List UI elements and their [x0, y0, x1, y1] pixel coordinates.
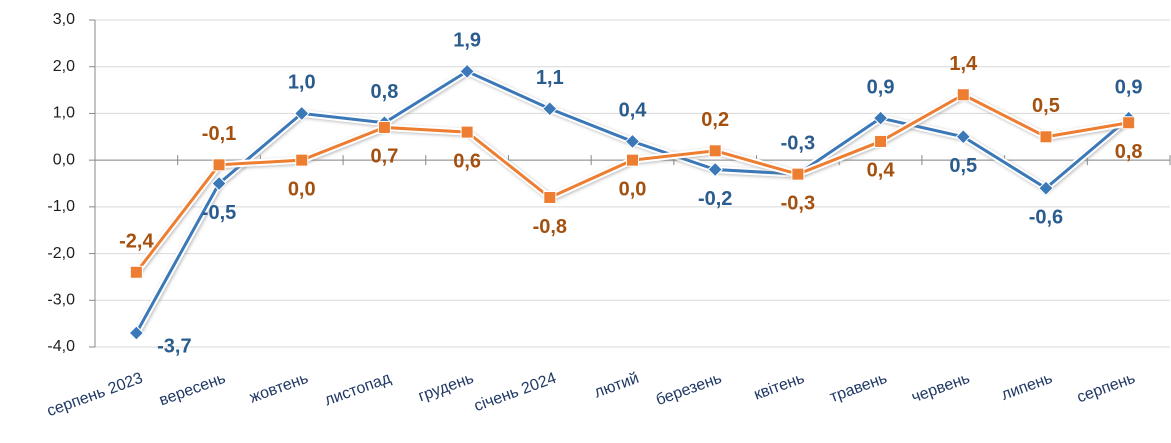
- value-label: -0,6: [1029, 206, 1063, 228]
- value-label: -0,2: [698, 188, 732, 210]
- marker: [624, 133, 641, 150]
- y-tick-label: -3,0: [47, 292, 75, 309]
- value-label: 1,0: [288, 72, 316, 94]
- marker: [791, 167, 805, 181]
- marker: [708, 144, 722, 158]
- x-tick-label: січень 2024: [472, 370, 559, 415]
- marker: [128, 325, 145, 341]
- labels: -4,0 -3,0 -2,0 -1,0 0,0 1,0 2,0 3,0 серпень 2023…: [45, 11, 1143, 420]
- value-label: 1,1: [536, 67, 564, 89]
- value-label: 0,8: [371, 81, 399, 103]
- marker: [543, 191, 557, 205]
- value-label: -2,4: [119, 231, 154, 253]
- x-tick-label: лютий: [592, 370, 641, 402]
- x-tick-label: травень: [828, 370, 890, 406]
- value-label: -0,8: [533, 216, 567, 238]
- y-tick-label: 3,0: [53, 11, 75, 28]
- marker: [211, 175, 227, 192]
- x-tick-label: квітень: [752, 370, 807, 404]
- y-tick-label: 1,0: [53, 105, 75, 122]
- y-tick-label: 0,0: [53, 151, 75, 168]
- marker: [295, 153, 309, 167]
- x-tick-label: листопад: [322, 370, 393, 410]
- value-label: -0,3: [781, 132, 815, 154]
- value-label: 0,9: [867, 76, 895, 98]
- value-label: 0,2: [701, 109, 729, 131]
- x-tick-label: серпень 2023: [45, 370, 145, 420]
- marker: [129, 265, 143, 279]
- value-label: -0,1: [202, 123, 236, 145]
- marker: [956, 88, 970, 102]
- value-label: 1,4: [949, 53, 978, 75]
- value-label: 1,9: [453, 30, 481, 52]
- marker: [1039, 130, 1053, 144]
- marker: [460, 125, 474, 139]
- y-tick-label: -4,0: [47, 338, 75, 355]
- value-label: 0,5: [949, 155, 977, 177]
- value-label: 0,6: [453, 150, 481, 172]
- marker: [212, 158, 226, 172]
- x-tick-label: березень: [654, 370, 724, 409]
- value-label: 0,4: [867, 160, 896, 182]
- x-tick-label: червень: [909, 370, 972, 407]
- value-label: 0,8: [1115, 141, 1143, 163]
- value-label: 0,0: [619, 178, 647, 200]
- value-label: 0,5: [1032, 95, 1060, 117]
- value-label: 0,7: [371, 146, 399, 168]
- marker: [626, 153, 639, 167]
- marker: [872, 110, 889, 126]
- marker: [707, 161, 723, 178]
- marker: [1122, 116, 1136, 130]
- lines: [128, 63, 1137, 341]
- x-tick-label: жовтень: [247, 370, 310, 407]
- marker: [377, 120, 391, 134]
- value-label: 0,9: [1115, 76, 1143, 98]
- marker: [542, 101, 558, 117]
- value-label: -3,7: [157, 335, 191, 357]
- y-tick-label: -1,0: [47, 198, 75, 215]
- value-label: 0,4: [619, 100, 648, 122]
- value-label: -0,3: [781, 192, 815, 214]
- marker: [459, 63, 475, 80]
- marker: [294, 105, 310, 122]
- x-tick-label: липень: [999, 370, 1055, 404]
- x-tick-label: серпень: [1075, 370, 1138, 407]
- marker: [874, 134, 888, 148]
- value-label: 0,0: [288, 178, 316, 200]
- value-label: -0,5: [202, 202, 236, 224]
- x-tick-label: вересень: [157, 370, 228, 410]
- y-tick-label: -2,0: [47, 245, 75, 262]
- marker: [955, 129, 971, 145]
- x-tick-label: грудень: [416, 370, 476, 406]
- y-tick-label: 2,0: [53, 58, 75, 75]
- marker: [1038, 180, 1054, 196]
